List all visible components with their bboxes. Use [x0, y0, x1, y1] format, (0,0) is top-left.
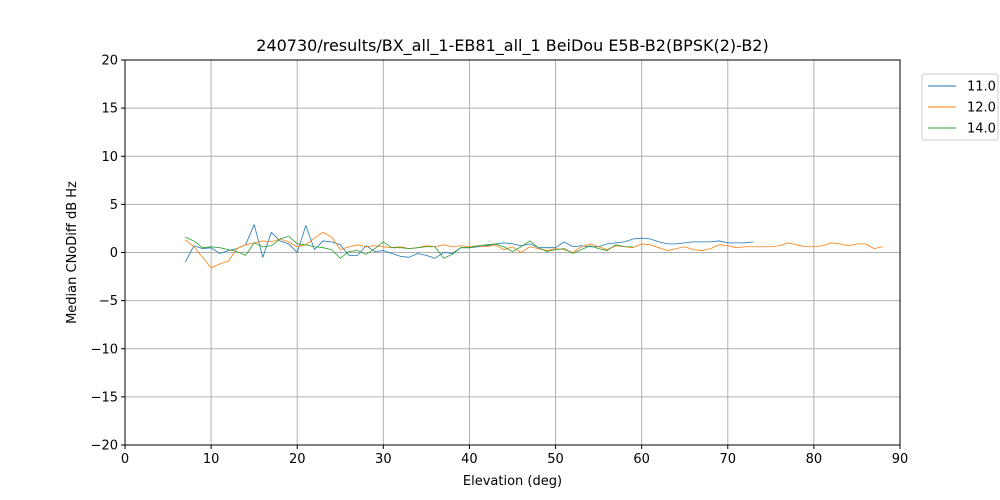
y-tick-label: 20: [101, 54, 118, 69]
y-tick-label: −10: [91, 342, 118, 357]
x-tick-label: 0: [121, 452, 129, 467]
x-tick-label: 20: [289, 452, 306, 467]
y-tick-label: −5: [99, 294, 118, 309]
x-tick-label: 80: [806, 452, 823, 467]
legend-box: [921, 73, 999, 141]
y-tick-label: −20: [91, 439, 118, 454]
x-tick-label: 50: [547, 452, 564, 467]
x-tick-label: 70: [720, 452, 737, 467]
axes: 0 10 20 30 40 50 60 70 80 90 −20 −15 −10 −5 0 5 10 15 20: [91, 54, 909, 468]
x-tick-label: 60: [633, 452, 650, 467]
y-axis-label: Median CNoDiff dB Hz: [65, 181, 80, 324]
legend-label-12.0: 12.0: [967, 101, 996, 116]
legend-label-14.0: 14.0: [967, 122, 996, 137]
x-tick-label: 90: [892, 452, 909, 467]
x-tick-label: 30: [375, 452, 392, 467]
series-line-14.0: [185, 235, 634, 259]
y-tick-label: 0: [110, 246, 118, 261]
series-line-12.0: [185, 231, 883, 269]
x-axis-label: Elevation (deg): [463, 474, 562, 489]
x-tick-label: 10: [203, 452, 220, 467]
x-tick-label: 40: [461, 452, 478, 467]
y-tick-label: −15: [91, 390, 118, 405]
y-tick-label: 5: [110, 198, 118, 213]
y-tick-label: 10: [101, 150, 118, 165]
series-lines: [184, 224, 883, 269]
y-tick-label: 15: [101, 102, 118, 117]
legend-label-11.0: 11.0: [967, 80, 996, 95]
legend: 11.0 12.0 14.0: [921, 73, 999, 141]
chart-title: 240730/results/BX_all_1-EB81_all_1 BeiDo…: [256, 36, 768, 56]
